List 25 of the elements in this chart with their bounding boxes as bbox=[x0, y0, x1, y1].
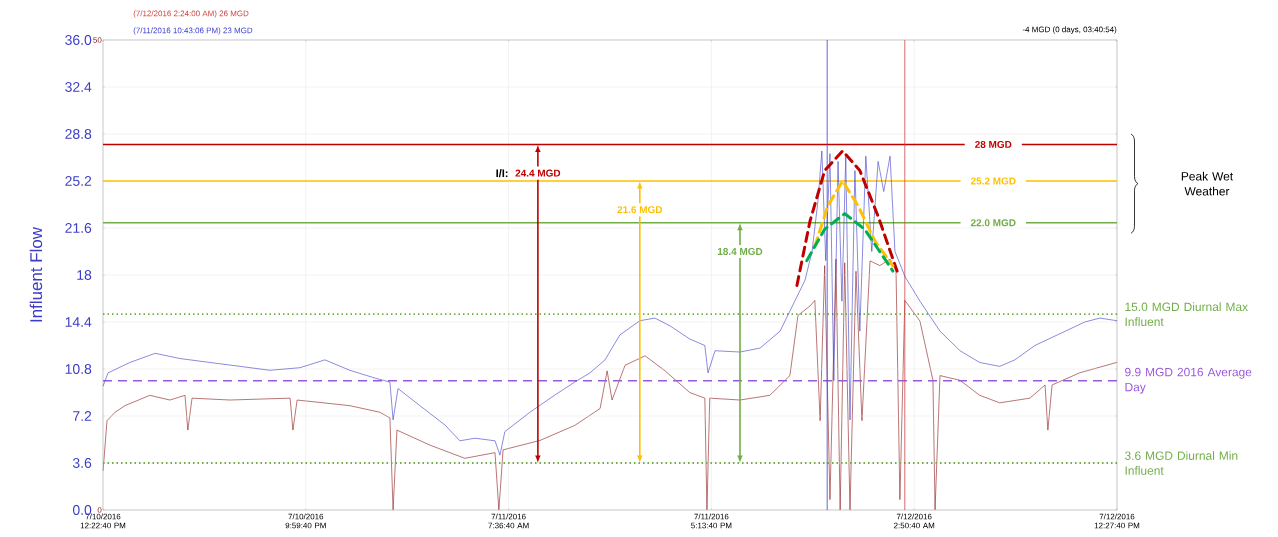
annotation: I/I: bbox=[496, 169, 508, 178]
y-tick-label: 25.2 bbox=[65, 176, 92, 186]
y-tick-label: 18 bbox=[77, 270, 92, 280]
ref-line-label: 28 MGD bbox=[975, 140, 1012, 148]
y-tick-label: 10.8 bbox=[65, 364, 92, 374]
ref-line-label: 25.2 MGD bbox=[970, 177, 1016, 185]
annotation: 24.4 MGD bbox=[515, 169, 561, 177]
y-tick-label: 28.8 bbox=[65, 129, 92, 139]
annotation: 21.6 MGD bbox=[617, 206, 663, 214]
y-axis-title: Influent Flow bbox=[29, 226, 43, 322]
ref-line-label: 22.0 MGD bbox=[970, 219, 1016, 227]
y-tick-label: 36.0 bbox=[65, 35, 92, 45]
line-series bbox=[102, 258, 1118, 511]
y-tick-label: 14.4 bbox=[65, 317, 92, 327]
ref-line-label: 15.0 MGD Diurnal Max Influent bbox=[1125, 302, 1248, 327]
ref-line-label: 3.6 MGD Diurnal Min Influent bbox=[1124, 451, 1238, 475]
line-series bbox=[795, 149, 899, 287]
y-tick-label: 32.4 bbox=[65, 82, 92, 92]
line-series bbox=[805, 212, 895, 273]
ref-line-label: 9.9 MGD 2016 Average Day bbox=[1125, 367, 1252, 394]
text: Peak Wet Weather bbox=[1181, 171, 1234, 196]
y-tick-label: 3.6 bbox=[72, 458, 92, 468]
annotation: 18.4 MGD bbox=[717, 247, 763, 255]
y-tick-label: 21.6 bbox=[65, 223, 92, 233]
y-tick-label: 7.2 bbox=[73, 411, 92, 421]
